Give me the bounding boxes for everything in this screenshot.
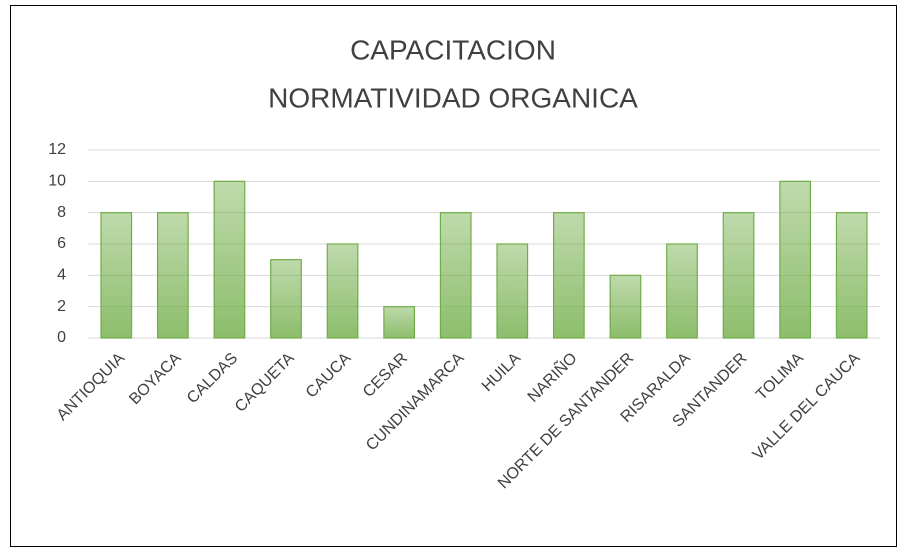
bar xyxy=(609,274,642,339)
bar xyxy=(156,212,189,339)
chart-title: NORMATIVIDAD ORGANICA xyxy=(268,82,638,113)
bar xyxy=(326,243,359,339)
bar xyxy=(666,243,698,339)
bar xyxy=(496,243,529,339)
bar xyxy=(270,259,302,339)
bar xyxy=(722,212,755,339)
bar xyxy=(100,212,133,339)
y-tick-label: 10 xyxy=(48,173,66,190)
y-tick-label: 4 xyxy=(57,267,66,284)
y-tick-label: 8 xyxy=(57,204,66,221)
bar xyxy=(439,212,472,339)
chart-title: CAPACITACION xyxy=(350,34,556,65)
bar xyxy=(383,306,416,339)
y-tick-label: 6 xyxy=(57,235,66,252)
bar xyxy=(835,212,868,339)
bar xyxy=(552,212,585,339)
bar xyxy=(213,180,246,339)
y-tick-label: 2 xyxy=(57,298,66,315)
y-tick-label: 0 xyxy=(57,329,66,346)
bar xyxy=(779,180,812,339)
y-tick-label: 12 xyxy=(48,141,66,158)
